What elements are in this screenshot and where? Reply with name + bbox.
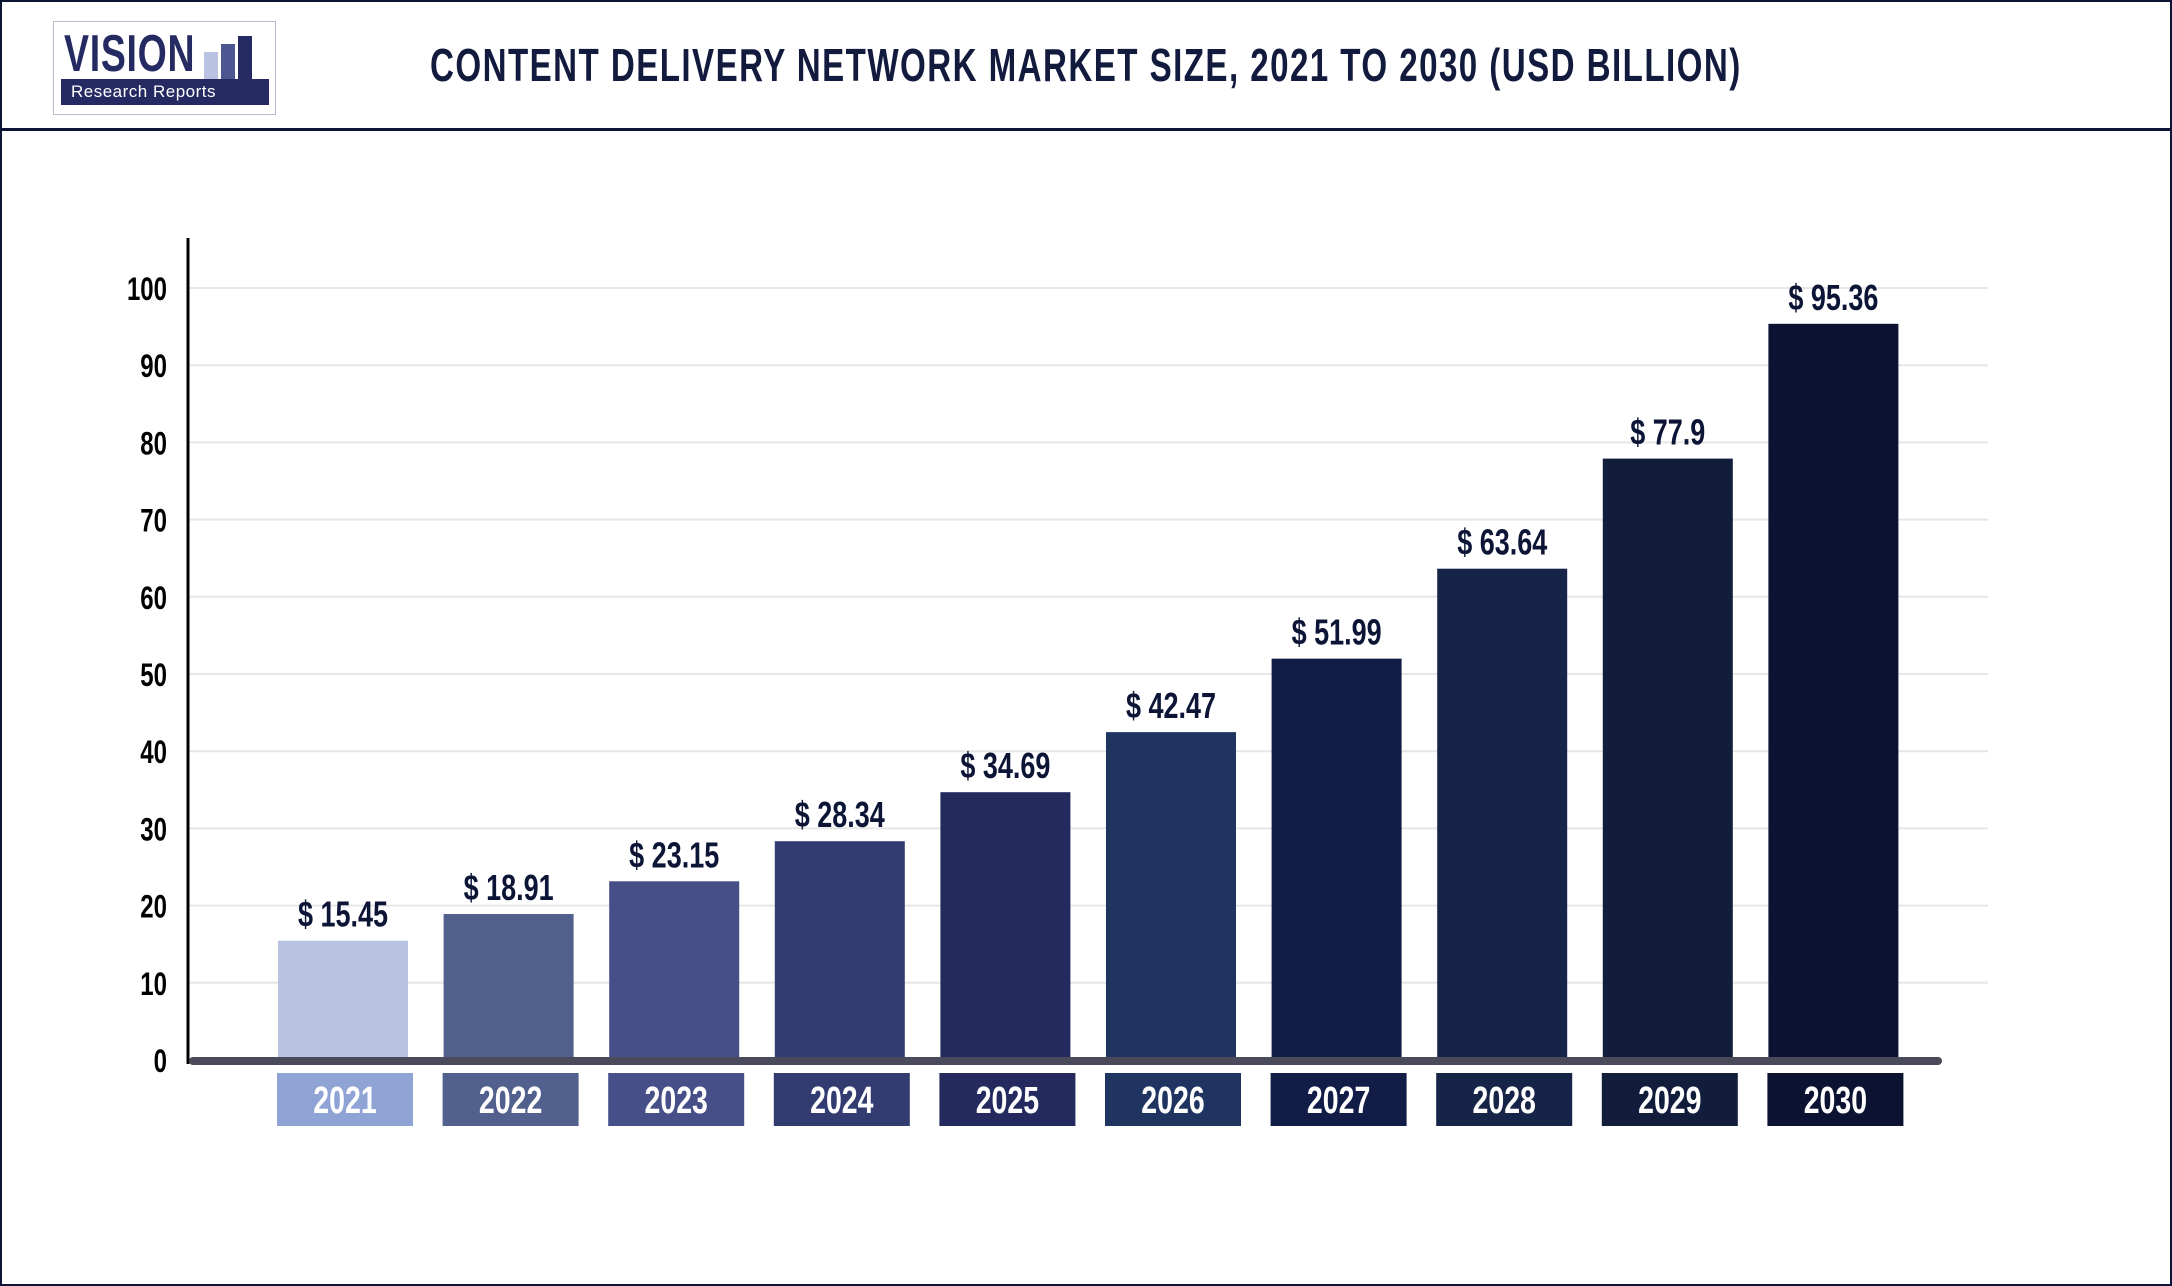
- header: VISION Research Reports CONTENT DELIVERY…: [0, 0, 2172, 131]
- data-label: $ 77.9: [1630, 412, 1705, 453]
- logo: VISION Research Reports: [53, 21, 276, 115]
- category-box: [1270, 1073, 1407, 1126]
- chart-title: CONTENT DELIVERY NETWORK MARKET SIZE, 20…: [0, 38, 2172, 92]
- bar-2027: [1271, 658, 1402, 1060]
- y-tick-label: 40: [140, 734, 167, 770]
- y-tick-label: 60: [140, 579, 167, 615]
- y-tick-label: 80: [140, 425, 167, 461]
- data-label: $ 51.99: [1292, 612, 1382, 653]
- x-tick-label: 2027: [1307, 1080, 1370, 1122]
- data-label: $ 34.69: [960, 745, 1050, 786]
- bar-2021: [278, 940, 408, 1060]
- data-label: $ 15.45: [298, 894, 388, 935]
- category-box: [773, 1073, 910, 1126]
- category-box: [277, 1073, 413, 1126]
- x-tick-label: 2023: [645, 1080, 708, 1122]
- logo-word: VISION: [64, 25, 196, 83]
- bar-2026: [1106, 732, 1236, 1060]
- bar-2025: [940, 792, 1071, 1060]
- y-tick-label: 20: [140, 888, 167, 924]
- bar-2030: [1768, 323, 1899, 1060]
- chart-title-text: CONTENT DELIVERY NETWORK MARKET SIZE, 20…: [430, 39, 1742, 91]
- logo-bar-icon: [238, 36, 252, 79]
- data-label: $ 63.64: [1457, 522, 1547, 563]
- x-tick-label: 2024: [810, 1080, 874, 1122]
- logo-tagline: Research Reports: [61, 79, 269, 105]
- y-tick-label: 0: [154, 1043, 167, 1079]
- bar-2029: [1602, 458, 1733, 1060]
- x-tick-label: 2021: [313, 1080, 376, 1122]
- x-tick-label: 2026: [1141, 1080, 1204, 1122]
- bar-2023: [609, 881, 740, 1060]
- y-tick-label: 50: [140, 657, 167, 693]
- category-box: [939, 1073, 1076, 1126]
- x-tick-label: 2029: [1638, 1080, 1701, 1122]
- category-box: [608, 1073, 745, 1126]
- logo-bar-icon: [221, 44, 235, 79]
- data-label: $ 18.91: [464, 867, 554, 908]
- data-label: $ 95.36: [1788, 277, 1878, 318]
- category-box: [442, 1073, 579, 1126]
- category-box: [1436, 1073, 1573, 1126]
- y-tick-label: 90: [140, 348, 167, 384]
- category-box: [1601, 1073, 1738, 1126]
- category-box: [1105, 1073, 1241, 1126]
- y-tick-label: 100: [127, 271, 167, 307]
- logo-bar-icon: [204, 52, 218, 79]
- data-label: $ 23.15: [629, 834, 719, 875]
- category-box: [1767, 1073, 1904, 1126]
- y-tick-label: 10: [140, 965, 167, 1001]
- y-tick-label: 70: [140, 502, 167, 538]
- data-label: $ 28.34: [795, 794, 885, 835]
- bar-2028: [1437, 568, 1568, 1060]
- x-tick-label: 2030: [1804, 1080, 1867, 1122]
- y-tick-label: 30: [140, 811, 167, 847]
- x-tick-label: 2022: [479, 1080, 542, 1122]
- data-label: $ 42.47: [1126, 685, 1216, 726]
- x-tick-label: 2025: [976, 1080, 1039, 1122]
- bar-2022: [443, 914, 574, 1060]
- bar-2024: [774, 841, 905, 1060]
- x-tick-label: 2028: [1473, 1080, 1536, 1122]
